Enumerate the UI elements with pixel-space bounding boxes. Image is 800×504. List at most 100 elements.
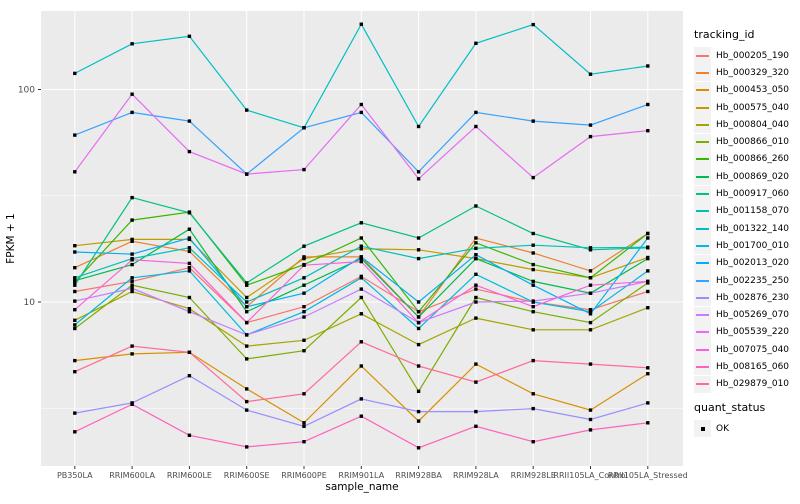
data-point [130,279,134,284]
legend-item: Hb_000575_040 [694,99,800,117]
legend-key-line-icon [694,99,711,117]
data-point [359,295,363,300]
data-point [73,250,77,254]
legend-item: Hb_000205_190 [694,47,800,65]
data-point [359,340,363,344]
data-point [416,326,421,331]
data-point [474,124,478,129]
legend-item: Hb_001700_010 [694,237,800,255]
data-point [302,305,306,309]
data-point [359,221,363,225]
data-point [416,342,421,347]
data-point [359,397,363,401]
data-point [73,283,77,287]
legend-item: Hb_000453_050 [694,81,800,99]
data-point [474,362,478,366]
data-point [531,299,535,303]
data-point [474,424,478,428]
data-point [531,243,535,247]
legend-key-line-icon [694,237,711,255]
data-point [187,266,192,270]
data-point [130,218,134,222]
data-point [531,392,535,396]
legend-item-label: Hb_000866_010 [716,137,790,148]
data-point [474,300,478,304]
legend-item: Hb_000804_040 [694,116,800,134]
data-point [73,133,77,137]
legend-item-label: Hb_002235_250 [716,275,790,286]
legend-item: Hb_001158_070 [694,202,800,220]
data-point [416,364,421,368]
data-point [359,236,363,240]
data-point [531,267,535,272]
data-point [187,227,192,231]
data-point [302,256,306,261]
legend-key-line-icon [694,185,711,203]
x-tick-label: RRIM901LA [338,471,384,480]
data-point [474,253,478,257]
quant-ok-key-icon [694,420,711,438]
data-point [646,269,650,273]
data-point [531,328,535,332]
legend-item: Hb_008165_060 [694,358,800,376]
data-point [359,414,363,418]
data-point [531,119,535,123]
data-point [302,424,306,428]
data-point [73,299,77,303]
data-point [245,387,249,391]
data-point [474,236,478,240]
data-point [302,338,306,342]
x-tick-label: RRII105LA_Control [553,471,627,480]
data-point [245,283,249,287]
legend-item-label: OK [716,423,729,434]
data-point [245,408,249,412]
legend: tracking_id Hb_000205_190 Hb_000329_320 Hb… [694,28,800,438]
data-point [588,248,593,252]
x-tick-label: PB350LA [57,471,93,480]
legend-item: Hb_000866_260 [694,150,800,168]
data-point [588,310,593,314]
legend-item-label: Hb_001322_140 [716,223,790,234]
data-point [416,409,421,414]
legend-key-line-icon [694,341,711,359]
data-point [474,241,478,245]
legend-item-quant-ok: OK [694,420,800,438]
legend-key-line-icon [694,168,711,186]
data-point [245,310,249,314]
data-point [245,295,249,300]
data-point [416,124,421,129]
data-point [646,256,650,261]
data-point [588,308,593,312]
data-point [302,263,306,267]
data-point [646,102,650,107]
data-point [588,320,593,325]
legend-item-label: Hb_002013_020 [716,258,790,269]
data-point [474,409,478,414]
data-point [359,276,363,280]
data-point [73,289,77,294]
y-axis-title: FPKM + 1 [5,213,17,263]
data-point [302,440,306,444]
data-point [245,357,249,361]
legend-item-label: Hb_000329_320 [716,67,790,78]
legend-key-line-icon [694,358,711,376]
data-point [588,428,593,432]
legend-item: Hb_002235_250 [694,272,800,289]
legend-item: Hb_000917_060 [694,185,800,203]
data-point [588,408,593,412]
data-point [73,244,77,248]
data-point [130,283,134,287]
data-point [130,239,134,243]
data-point [474,316,478,320]
data-point [187,433,192,437]
data-point [588,276,593,280]
data-point [474,272,478,276]
data-point [474,41,478,45]
data-point [588,246,593,250]
data-point [531,305,535,309]
legend-item-label: Hb_005269_070 [716,310,790,321]
data-point [531,283,535,287]
data-point [245,281,249,285]
legend-color-entries: Hb_000205_190 Hb_000329_320 Hb_000453_050 H… [694,47,800,393]
